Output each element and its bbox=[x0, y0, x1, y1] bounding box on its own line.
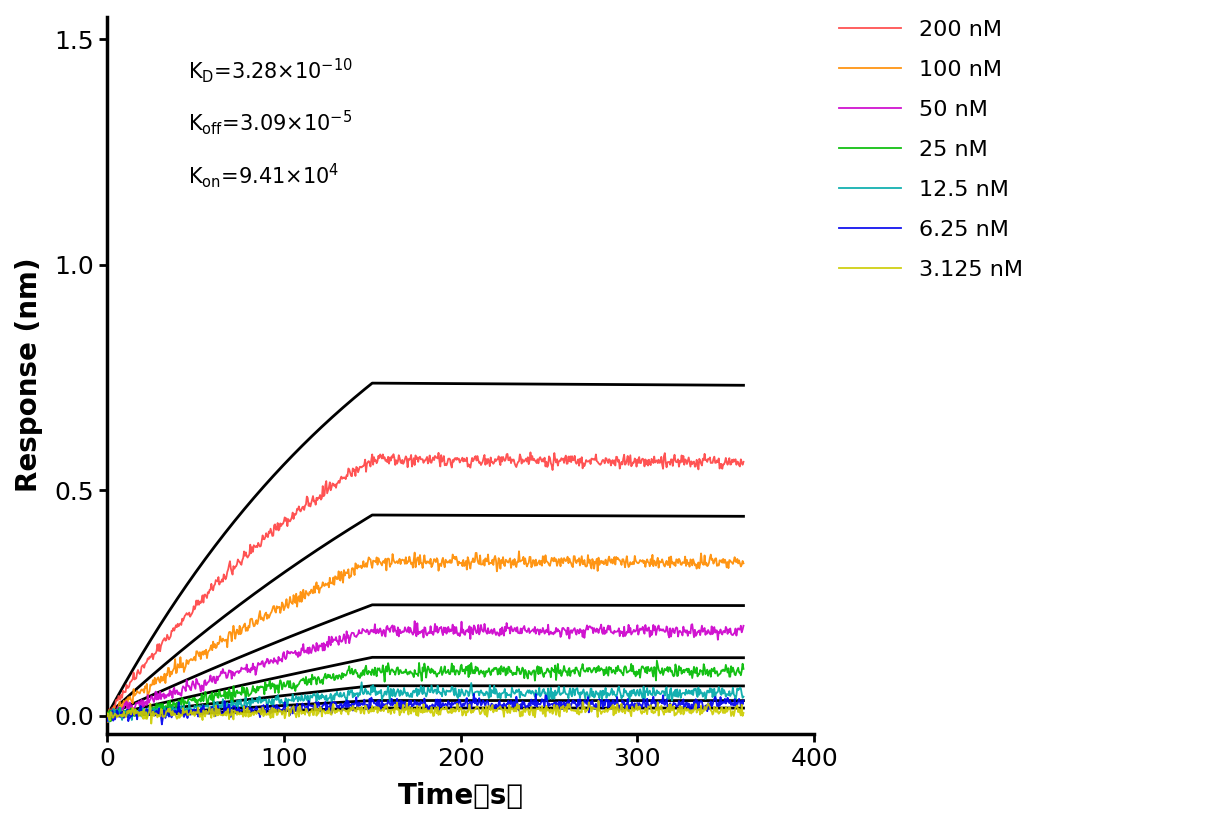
3.125 nM bbox=[476, 703, 490, 713]
25 nM bbox=[476, 668, 490, 678]
200 nM bbox=[538, 457, 553, 467]
Legend: 200 nM, 100 nM, 50 nM, 25 nM, 12.5 nM, 6.25 nM, 3.125 nM: 200 nM, 100 nM, 50 nM, 25 nM, 12.5 nM, 6… bbox=[833, 13, 1030, 287]
3.125 nM bbox=[144, 719, 159, 728]
6.25 nM bbox=[240, 704, 255, 714]
3.125 nM bbox=[267, 707, 282, 717]
12.5 nM bbox=[477, 691, 492, 700]
50 nM bbox=[240, 667, 255, 677]
100 nM bbox=[100, 712, 115, 722]
3.125 nM bbox=[736, 708, 750, 718]
50 nM bbox=[101, 716, 116, 726]
12.5 nM bbox=[100, 714, 115, 724]
25 nM bbox=[240, 685, 255, 695]
6.25 nM bbox=[467, 689, 482, 699]
100 nM bbox=[267, 606, 282, 616]
100 nM bbox=[511, 546, 526, 556]
6.25 nM bbox=[538, 691, 553, 701]
200 nM bbox=[476, 456, 490, 466]
3.125 nM bbox=[680, 706, 695, 716]
25 nM bbox=[414, 669, 429, 679]
Text: K$_\mathrm{D}$=3.28×10$^{-10}$: K$_\mathrm{D}$=3.28×10$^{-10}$ bbox=[188, 56, 354, 85]
50 nM bbox=[408, 616, 423, 626]
100 nM bbox=[240, 625, 255, 635]
3.125 nM bbox=[538, 712, 553, 722]
50 nM bbox=[414, 627, 429, 637]
200 nM bbox=[736, 457, 750, 467]
200 nM bbox=[240, 553, 255, 563]
Line: 50 nM: 50 nM bbox=[107, 621, 743, 721]
6.25 nM bbox=[477, 696, 492, 706]
50 nM bbox=[477, 627, 492, 637]
50 nM bbox=[680, 625, 695, 635]
50 nM bbox=[100, 714, 115, 724]
25 nM bbox=[267, 688, 282, 698]
3.125 nM bbox=[591, 695, 606, 705]
12.5 nM bbox=[414, 686, 429, 696]
6.25 nM bbox=[267, 705, 282, 714]
25 nM bbox=[680, 664, 695, 674]
100 nM bbox=[101, 717, 116, 727]
100 nM bbox=[414, 558, 429, 568]
Text: K$_\mathrm{on}$=9.41×10$^{4}$: K$_\mathrm{on}$=9.41×10$^{4}$ bbox=[188, 161, 340, 190]
Line: 3.125 nM: 3.125 nM bbox=[107, 700, 743, 724]
6.25 nM bbox=[154, 719, 169, 729]
Line: 6.25 nM: 6.25 nM bbox=[107, 694, 743, 724]
100 nM bbox=[476, 559, 490, 569]
3.125 nM bbox=[100, 711, 115, 721]
Line: 12.5 nM: 12.5 nM bbox=[107, 682, 743, 722]
Line: 100 nM: 100 nM bbox=[107, 551, 743, 722]
200 nM bbox=[680, 459, 695, 469]
25 nM bbox=[649, 656, 664, 666]
3.125 nM bbox=[414, 707, 429, 717]
25 nM bbox=[100, 710, 115, 719]
Line: 200 nM: 200 nM bbox=[107, 452, 743, 718]
12.5 nM bbox=[267, 695, 282, 705]
25 nM bbox=[538, 668, 553, 678]
6.25 nM bbox=[680, 698, 695, 708]
200 nM bbox=[414, 455, 429, 464]
X-axis label: Time（s）: Time（s） bbox=[398, 782, 524, 810]
12.5 nM bbox=[240, 698, 255, 708]
Text: K$_\mathrm{off}$=3.09×10$^{-5}$: K$_\mathrm{off}$=3.09×10$^{-5}$ bbox=[188, 108, 352, 137]
6.25 nM bbox=[100, 716, 115, 726]
12.5 nM bbox=[538, 691, 553, 701]
100 nM bbox=[736, 559, 750, 568]
12.5 nM bbox=[101, 717, 116, 727]
200 nM bbox=[267, 520, 282, 530]
3.125 nM bbox=[240, 703, 255, 713]
12.5 nM bbox=[736, 691, 750, 701]
100 nM bbox=[538, 556, 553, 566]
25 nM bbox=[736, 664, 750, 674]
6.25 nM bbox=[736, 695, 750, 705]
200 nM bbox=[100, 710, 115, 719]
6.25 nM bbox=[414, 696, 429, 706]
50 nM bbox=[538, 625, 553, 634]
Y-axis label: Response (nm): Response (nm) bbox=[15, 258, 43, 493]
100 nM bbox=[680, 555, 695, 565]
200 nM bbox=[101, 713, 116, 723]
12.5 nM bbox=[680, 689, 695, 699]
50 nM bbox=[267, 657, 282, 667]
Line: 25 nM: 25 nM bbox=[107, 661, 743, 721]
50 nM bbox=[736, 621, 750, 631]
12.5 nM bbox=[355, 677, 370, 687]
200 nM bbox=[524, 447, 538, 457]
25 nM bbox=[103, 716, 118, 726]
